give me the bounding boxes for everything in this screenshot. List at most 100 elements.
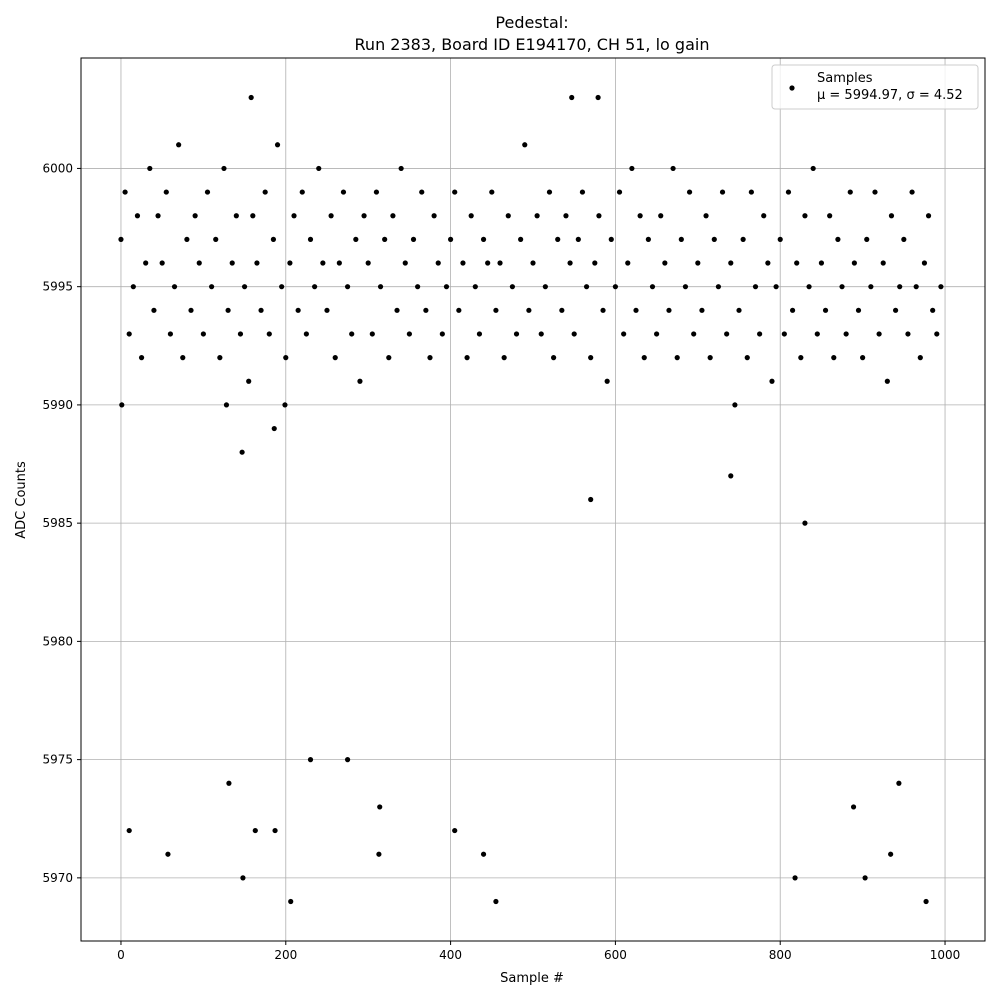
point <box>163 189 169 195</box>
point <box>855 307 862 313</box>
point <box>394 307 400 313</box>
plot-frame <box>80 57 986 942</box>
point <box>460 260 466 266</box>
point <box>744 355 750 361</box>
point <box>530 260 536 266</box>
point <box>382 236 388 242</box>
point <box>452 827 458 834</box>
point <box>229 260 235 266</box>
point <box>674 355 680 361</box>
point <box>884 378 890 384</box>
point <box>493 307 499 313</box>
point <box>555 236 561 242</box>
chart-title: Pedestal: <box>495 13 568 32</box>
point <box>831 355 837 361</box>
point <box>686 189 693 195</box>
point <box>711 236 717 242</box>
point <box>728 260 734 266</box>
point <box>781 331 787 337</box>
point <box>303 331 309 337</box>
point <box>435 260 441 266</box>
point <box>344 284 351 290</box>
point <box>423 307 429 313</box>
point <box>567 260 573 266</box>
point <box>344 757 351 763</box>
point <box>621 331 627 337</box>
point <box>377 804 383 810</box>
point <box>703 213 709 219</box>
point <box>892 307 899 313</box>
point <box>534 213 540 219</box>
point <box>493 898 499 905</box>
chart-subtitle: Run 2383, Board ID E194170, CH 51, lo ga… <box>355 35 710 54</box>
point <box>522 142 528 148</box>
point <box>252 827 258 834</box>
point <box>579 189 586 195</box>
point <box>480 236 487 242</box>
x-tick-label: 800 <box>769 948 792 962</box>
point <box>262 189 268 195</box>
point <box>316 165 322 172</box>
point <box>299 189 305 195</box>
point <box>476 331 483 337</box>
point <box>862 875 868 881</box>
point <box>662 260 668 266</box>
point <box>270 236 277 242</box>
point <box>596 213 602 219</box>
point <box>176 142 182 148</box>
point <box>233 213 239 219</box>
point <box>248 94 254 101</box>
point <box>505 213 511 219</box>
point <box>456 307 462 313</box>
point <box>670 165 676 172</box>
point <box>518 236 524 242</box>
point <box>489 189 495 195</box>
point <box>608 236 614 242</box>
point <box>213 236 219 242</box>
point <box>209 284 215 290</box>
point <box>612 284 619 290</box>
point <box>254 260 260 266</box>
point <box>917 355 923 361</box>
point <box>151 307 157 313</box>
point <box>159 260 165 266</box>
point <box>691 331 697 337</box>
point <box>288 898 294 905</box>
point <box>447 236 454 242</box>
point <box>896 780 902 786</box>
point <box>119 402 125 408</box>
point <box>167 331 174 337</box>
point <box>905 331 911 337</box>
x-tick-label: 400 <box>439 948 462 962</box>
point <box>480 851 487 857</box>
point <box>546 189 553 195</box>
point <box>769 378 775 384</box>
point <box>563 213 569 219</box>
point <box>226 780 232 786</box>
point <box>847 189 853 195</box>
point <box>180 355 186 361</box>
point <box>501 355 507 361</box>
point <box>324 307 330 313</box>
point <box>682 284 689 290</box>
point <box>583 284 590 290</box>
point <box>328 213 334 219</box>
point <box>785 189 792 195</box>
point <box>241 284 248 290</box>
point <box>196 260 202 266</box>
x-tick-label: 200 <box>274 948 297 962</box>
point <box>649 284 656 290</box>
point <box>901 236 907 242</box>
legend-stats: μ = 5994.97, σ = 4.52 <box>817 88 963 103</box>
point <box>386 355 392 361</box>
point <box>312 284 318 290</box>
point <box>876 331 882 337</box>
point <box>934 331 940 337</box>
point <box>818 260 825 266</box>
point <box>822 307 829 313</box>
point <box>287 260 293 266</box>
y-tick-label: 5980 <box>42 634 73 648</box>
point <box>765 260 771 266</box>
point <box>485 260 491 266</box>
y-tick-label: 5995 <box>42 280 73 294</box>
